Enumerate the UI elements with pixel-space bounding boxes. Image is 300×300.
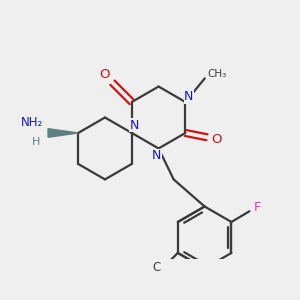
Text: C: C <box>152 261 160 274</box>
Text: NH₂: NH₂ <box>21 116 43 129</box>
Text: H: H <box>32 137 40 147</box>
Text: CH₃: CH₃ <box>207 69 226 79</box>
Text: F: F <box>254 201 261 214</box>
Polygon shape <box>48 129 78 137</box>
Text: O: O <box>99 68 110 81</box>
Text: N: N <box>184 90 194 104</box>
Text: N: N <box>129 119 139 132</box>
Text: N: N <box>154 299 163 300</box>
Text: N: N <box>152 149 161 162</box>
Text: O: O <box>211 133 222 146</box>
